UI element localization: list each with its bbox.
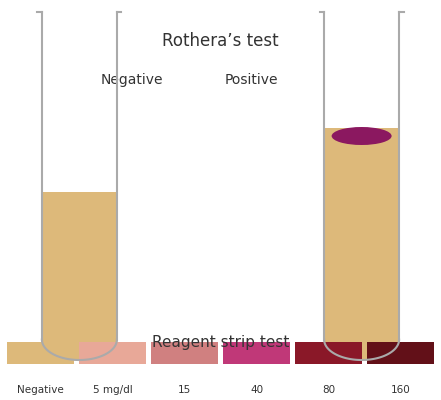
Bar	[78, 342, 146, 364]
Text: Negative: Negative	[17, 385, 64, 395]
Polygon shape	[42, 340, 117, 360]
Ellipse shape	[332, 127, 392, 145]
Bar	[7, 342, 74, 364]
Bar	[367, 342, 434, 364]
Bar	[42, 12, 117, 192]
Polygon shape	[324, 340, 399, 360]
Text: 80: 80	[322, 385, 335, 395]
Bar	[295, 342, 363, 364]
Text: Rothera’s test: Rothera’s test	[162, 32, 279, 50]
Text: Negative: Negative	[101, 73, 164, 87]
Text: Reagent strip test: Reagent strip test	[152, 334, 289, 350]
Bar	[151, 342, 218, 364]
Bar	[42, 192, 117, 340]
Bar	[324, 128, 399, 340]
Text: 15: 15	[178, 385, 191, 395]
Bar	[223, 342, 290, 364]
Text: 40: 40	[250, 385, 263, 395]
Bar	[324, 12, 399, 128]
Text: 5 mg/dl: 5 mg/dl	[93, 385, 132, 395]
Text: Positive: Positive	[224, 73, 278, 87]
Text: 160: 160	[391, 385, 411, 395]
